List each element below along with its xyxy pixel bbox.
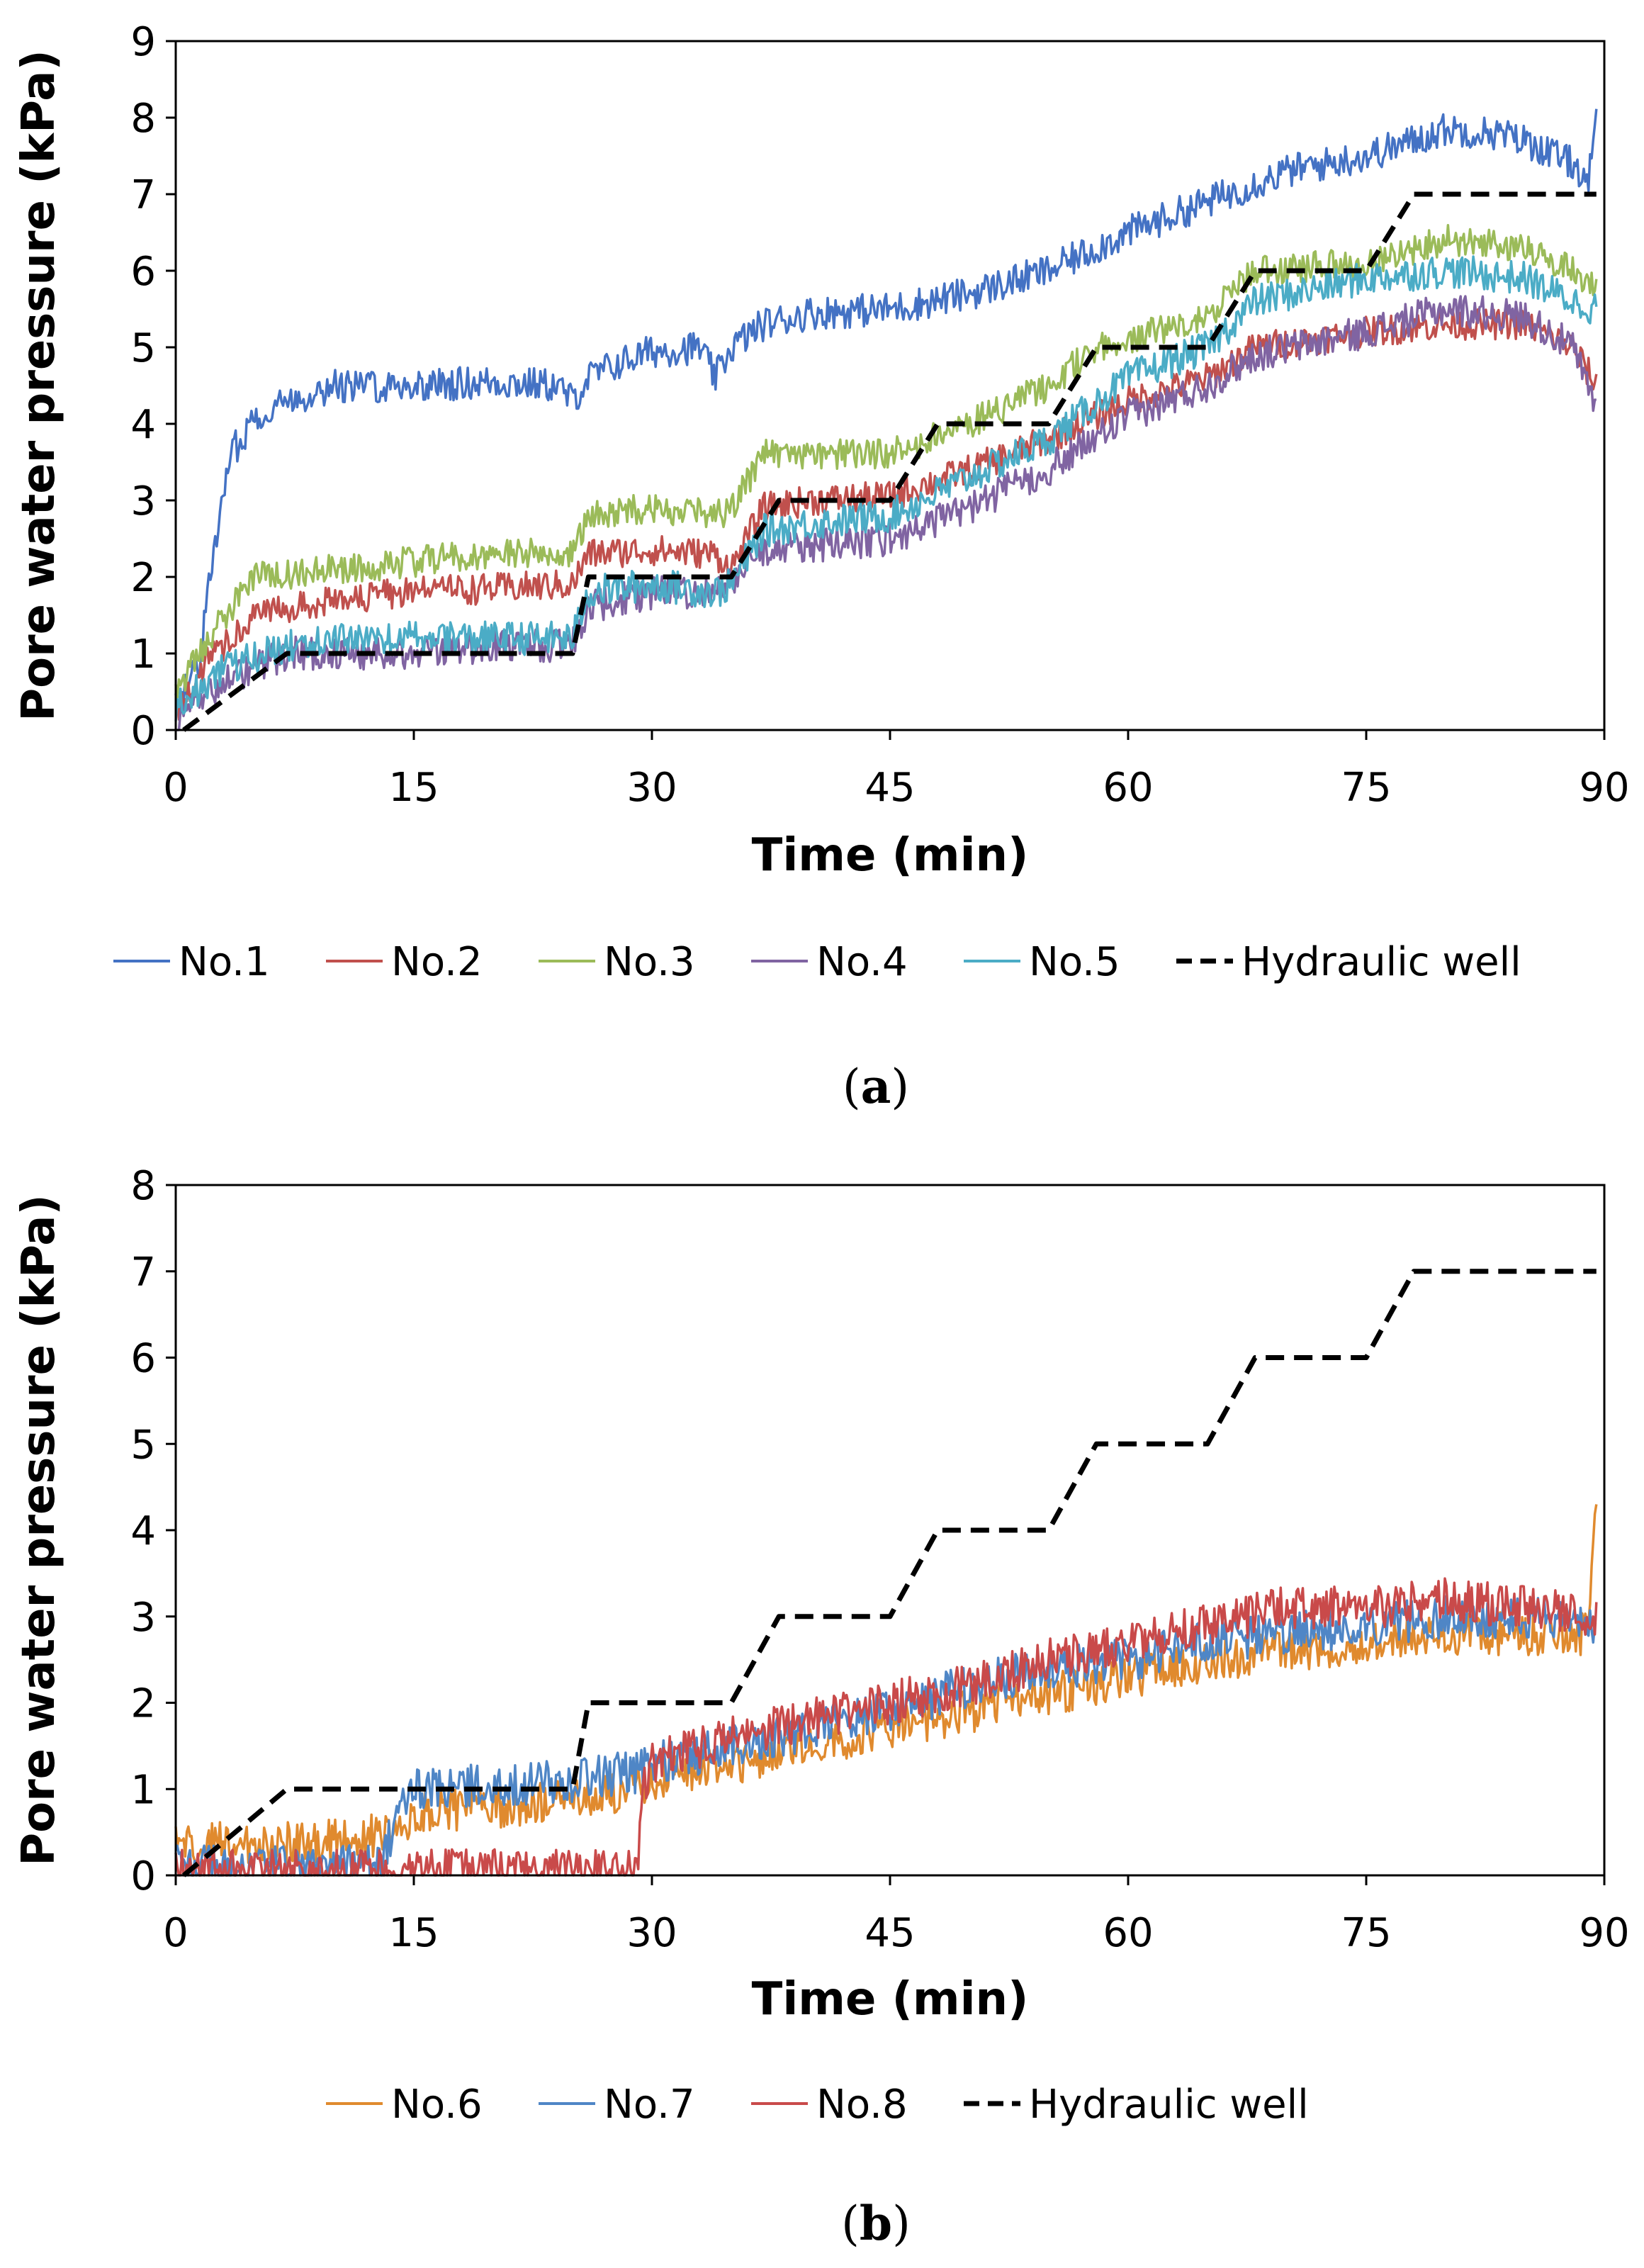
legend-label: No.7 [604, 2082, 695, 2128]
y-tick-label: 7 [130, 1250, 156, 1296]
x-tick-label: 30 [626, 765, 677, 811]
series-line-no-6 [174, 1504, 1598, 1865]
y-tick-label: 4 [130, 1508, 156, 1554]
y-tick-label: 1 [130, 1767, 156, 1813]
series-line-no-1 [174, 108, 1598, 716]
x-tick-label: 15 [388, 765, 439, 811]
x-tick-label: 75 [1341, 765, 1391, 811]
x-tick-label: 15 [388, 1910, 439, 1956]
y-tick-label: 5 [130, 1422, 156, 1468]
x-tick-label: 30 [626, 1910, 677, 1956]
series-line-no-8 [174, 1577, 1598, 1877]
series-line-no-7 [174, 1595, 1597, 1877]
y-tick-label: 5 [130, 325, 156, 371]
y-tick-label: 2 [130, 555, 156, 601]
y-tick-label: 1 [130, 631, 156, 678]
y-axis-title: Pore water pressure (kPa) [13, 50, 65, 722]
x-axis-title: Time (min) [752, 1973, 1029, 2026]
y-tick-label: 0 [130, 708, 156, 754]
caption-open: ( [843, 1060, 861, 1114]
caption-letter: b [860, 2196, 892, 2251]
caption-close: ) [892, 2196, 911, 2251]
legend-label: Hydraulic well [1029, 2082, 1309, 2128]
legend-label: No.8 [816, 2082, 908, 2128]
y-tick-label: 3 [130, 478, 156, 524]
panel-caption: (a) [843, 1059, 909, 1114]
plot-frame [174, 1184, 1606, 1877]
y-tick-label: 6 [130, 249, 156, 295]
x-tick-label: 45 [865, 1910, 915, 1956]
y-tick-label: 7 [130, 172, 156, 218]
legend-label: Hydraulic well [1242, 939, 1521, 985]
caption-open: ( [841, 2196, 860, 2251]
legend-label: No.1 [179, 939, 270, 985]
caption-letter: a [861, 1059, 891, 1114]
series-line-hydraulic-well [182, 191, 1597, 732]
legend-label: No.4 [816, 939, 908, 985]
y-tick-label: 6 [130, 1336, 156, 1382]
legend-label: No.6 [391, 2082, 483, 2128]
legend-label: No.2 [391, 939, 483, 985]
y-tick-label: 8 [130, 1163, 156, 1209]
x-tick-label: 90 [1579, 1910, 1629, 1956]
y-tick-label: 3 [130, 1595, 156, 1641]
caption-close: ) [891, 1060, 909, 1114]
x-tick-label: 45 [865, 765, 915, 811]
series-line-no-4 [176, 295, 1597, 731]
series-group [174, 1269, 1598, 1877]
x-tick-label: 60 [1103, 765, 1153, 811]
legend: No.6 No.7 No.8 Hydraulic well [326, 2082, 1309, 2128]
x-axis-title: Time (min) [752, 829, 1029, 882]
legend: No.1 No.2 No.3 No.4 No.5 Hydraulic well [113, 939, 1521, 985]
series-line-no-2 [175, 308, 1598, 721]
x-tick-label: 75 [1341, 1910, 1391, 1956]
legend-label: No.5 [1029, 939, 1120, 985]
y-tick-label: 9 [130, 19, 156, 65]
series-line-hydraulic-well [181, 1269, 1597, 1877]
y-tick-label: 4 [130, 402, 156, 448]
y-tick-label: 0 [130, 1853, 156, 1899]
panel-caption: (b) [841, 2196, 911, 2251]
y-axis-title: Pore water pressure (kPa) [13, 1194, 65, 1866]
y-tick-label: 2 [130, 1681, 156, 1727]
y-tick-label: 8 [130, 96, 156, 142]
x-tick-label: 90 [1579, 765, 1629, 811]
legend-label: No.3 [604, 939, 695, 985]
x-tick-label: 60 [1103, 1910, 1153, 1956]
x-tick-label: 0 [163, 765, 188, 811]
series-group [174, 108, 1598, 732]
x-tick-label: 0 [163, 1910, 188, 1956]
